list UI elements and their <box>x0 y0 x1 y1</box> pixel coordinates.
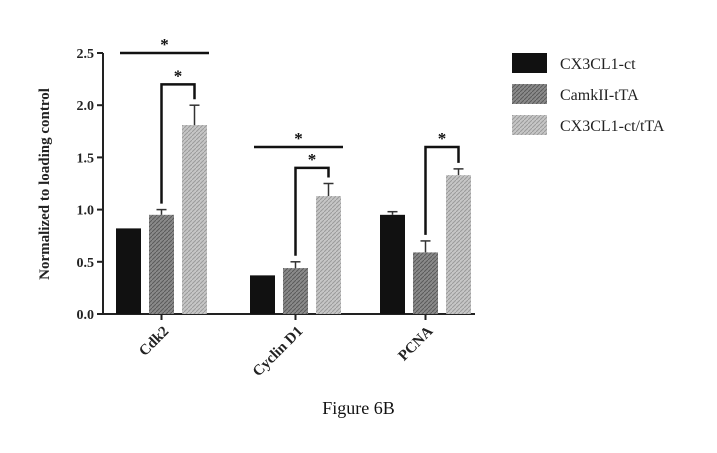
bar <box>283 268 308 314</box>
chart-error-bars <box>156 104 464 269</box>
legend-label: CX3CL1-ct <box>560 56 636 73</box>
legend-label: CX3CL1-ct/tTA <box>560 118 665 135</box>
y-tick-label: 0.5 <box>77 256 95 271</box>
legend-swatch <box>512 53 547 73</box>
significance-star: * <box>160 35 169 54</box>
legend-label: CamkII-tTA <box>560 87 639 104</box>
bar <box>380 214 405 314</box>
significance-bracket <box>160 83 196 204</box>
bar <box>116 228 141 314</box>
x-tick-label: Cdk2 <box>136 324 172 360</box>
figure-caption: Figure 6B <box>322 398 395 418</box>
bar <box>182 125 207 314</box>
x-tick-label: PCNA <box>396 323 437 364</box>
significance-star: * <box>174 66 183 85</box>
bar <box>316 196 341 314</box>
chart-axes: 0.0 0.5 1.0 1.5 2.0 2.5 Normalized to loading … <box>37 47 475 380</box>
chart-significance-markers: * * * * * <box>120 35 460 256</box>
y-tick-label: 1.0 <box>77 204 95 219</box>
y-tick-label: 1.5 <box>77 151 95 166</box>
y-tick-label: 0.0 <box>77 308 95 323</box>
bar <box>446 175 471 314</box>
legend-swatch <box>512 115 547 135</box>
bar <box>250 275 275 314</box>
chart-bars <box>116 125 471 314</box>
bar <box>413 252 438 314</box>
significance-star: * <box>438 129 447 148</box>
y-tick-label: 2.5 <box>77 47 95 62</box>
significance-star: * <box>294 129 303 148</box>
bar <box>149 214 174 314</box>
x-tick-label: Cyclin D1 <box>250 324 306 380</box>
chart-legend: CX3CL1-ct CamkII-tTA CX3CL1-ct/tTA <box>512 53 665 135</box>
significance-bracket <box>294 166 330 256</box>
legend-swatch <box>512 84 547 104</box>
y-tick-label: 2.0 <box>77 99 95 114</box>
significance-star: * <box>308 150 317 169</box>
y-axis-label: Normalized to loading control <box>37 88 53 280</box>
significance-bracket <box>424 145 460 235</box>
